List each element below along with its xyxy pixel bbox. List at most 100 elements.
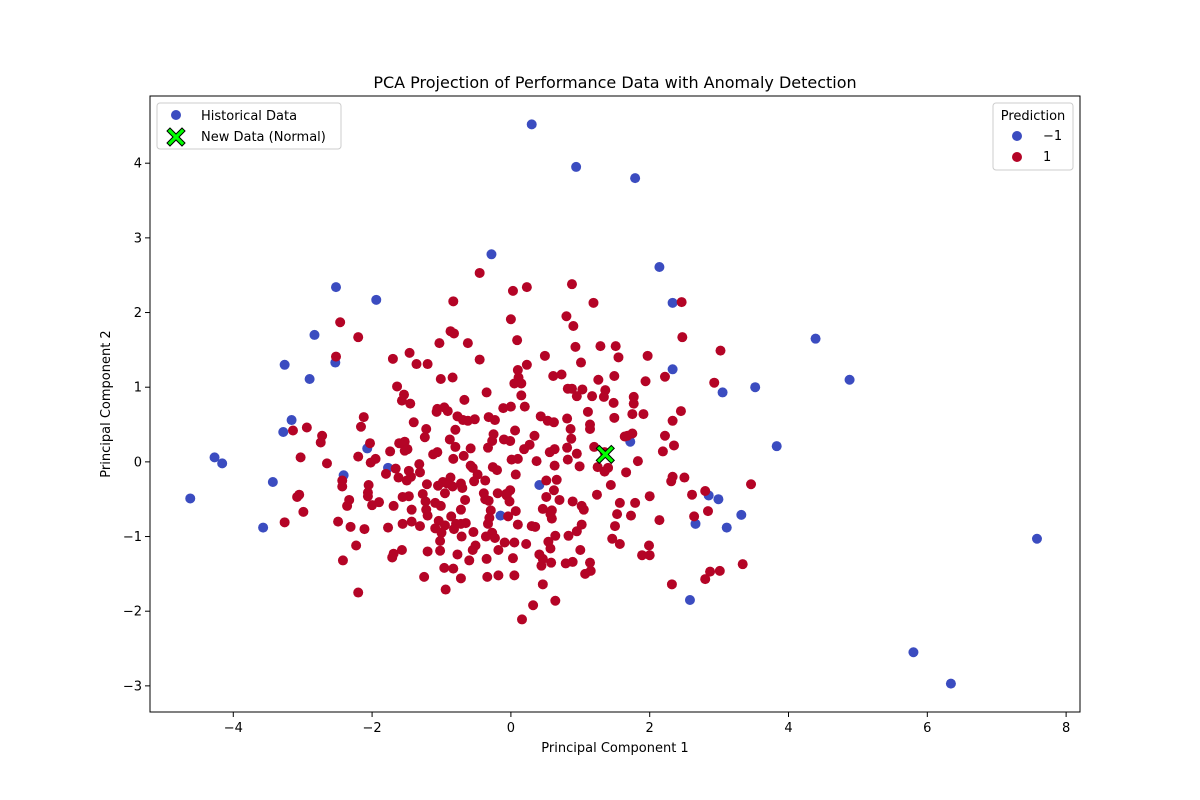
normal-point [504,496,515,507]
anomaly-point [690,518,701,529]
normal-point [551,474,562,485]
anomaly-point [286,415,297,426]
normal-point [335,317,346,328]
normal-point [580,568,591,579]
normal-point [537,579,548,590]
normal-point [654,515,665,526]
normal-point [507,553,518,564]
normal-point [396,544,407,555]
normal-point [455,504,466,515]
normal-point [294,489,305,500]
normal-point [541,491,552,502]
normal-point [521,359,532,370]
normal-point [433,480,444,491]
normal-point [521,282,532,293]
normal-point [411,359,422,370]
normal-point [421,479,432,490]
anomaly-point [278,427,289,437]
normal-point [642,350,653,361]
normal-point [689,511,700,522]
normal-point [512,519,523,530]
normal-point [667,415,678,426]
anomaly-point [571,161,582,172]
y-axis-label: Principal Component 2 [99,330,114,477]
normal-point [571,448,582,459]
normal-point [528,600,539,611]
normal-point [355,421,366,432]
normal-point [567,496,578,507]
normal-point [419,432,430,443]
normal-point [422,359,433,370]
normal-point [442,406,453,417]
normal-point [448,453,459,464]
legend-prediction-anomaly-marker [1012,131,1022,141]
normal-point [481,553,492,564]
anomaly-point [713,494,724,505]
y-tick-label: 1 [134,381,142,396]
normal-point [659,430,670,441]
normal-point [609,412,620,423]
normal-point [677,332,688,343]
normal-point [507,285,518,296]
normal-point [448,524,459,535]
normal-point [333,516,344,527]
normal-point [394,438,405,449]
normal-point [715,345,726,356]
normal-point [295,452,306,463]
normal-point [385,446,396,457]
normal-point [679,472,690,483]
legend-prediction-normal-label: 1 [1043,150,1051,165]
legend-main: Historical Data New Data (Normal) [156,102,342,150]
anomaly-point [667,364,678,375]
normal-point [566,383,577,394]
normal-point [644,491,655,502]
normal-point [666,476,677,487]
normal-point [512,335,523,346]
normal-point [539,350,550,361]
chart-title: PCA Projection of Performance Data with … [373,73,856,92]
anomaly-point [258,522,269,533]
normal-point [458,450,469,461]
normal-point [565,424,576,435]
normal-point [550,595,561,606]
normal-point [387,353,398,364]
normal-point [621,467,632,478]
normal-point [460,494,471,505]
x-tick-label: 0 [507,721,515,736]
normal-point [301,422,312,433]
normal-point [414,521,425,532]
normal-point [519,444,530,455]
normal-point [599,466,610,477]
anomaly-point [810,333,821,344]
normal-point [481,387,492,398]
normal-point [489,415,500,426]
normal-point [570,341,581,352]
normal-point [526,521,537,532]
normal-point [659,371,670,382]
legend-prediction-box [992,102,1074,171]
normal-point [625,510,636,521]
normal-point [610,341,621,352]
normal-point [632,456,643,467]
normal-point [353,587,364,598]
anomaly-point [654,261,665,272]
normal-point [746,479,757,490]
normal-point [448,296,459,307]
normal-point [546,557,557,568]
normal-point [435,536,446,547]
x-tick-label: 6 [923,721,931,736]
anomaly-point [279,359,290,370]
normal-point [287,425,298,436]
normal-point [709,377,720,388]
legend-prediction: Prediction −1 1 [992,102,1074,171]
normal-point [436,527,447,538]
normal-point [516,378,527,389]
normal-point [549,460,560,471]
normal-point [383,522,394,533]
anomaly-point [1031,533,1042,544]
normal-point [505,401,516,412]
normal-point [516,390,527,401]
normal-point [509,378,520,389]
normal-point [493,570,504,581]
normal-point [456,531,467,542]
